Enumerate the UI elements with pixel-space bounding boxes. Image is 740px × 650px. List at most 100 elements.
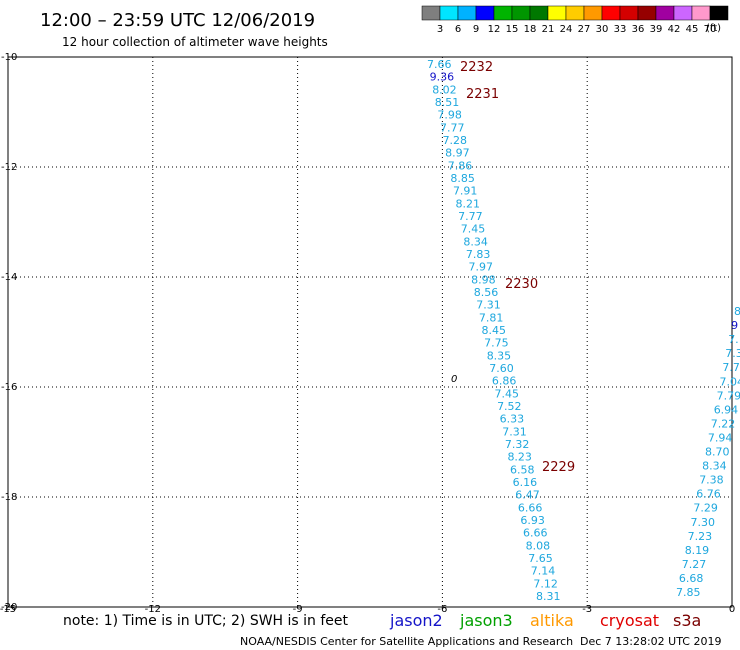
lat-tick-label: -16: [1, 382, 17, 393]
satellite-name: s3a: [673, 611, 701, 630]
lon-tick-label: -6: [437, 604, 447, 615]
wave-height-value: 7.29: [693, 502, 718, 515]
footer-note: note: 1) Time is in UTC; 2) SWH is in fe…: [63, 613, 349, 629]
wave-height-value: 8.70: [705, 446, 730, 459]
wave-height-value: 7.60: [489, 362, 514, 375]
lon-tick-label: -3: [582, 604, 592, 615]
wave-height-value: 7.83: [466, 248, 491, 261]
wave-height-value: 9.36: [430, 71, 455, 84]
wave-height-value: 7.3: [725, 347, 740, 360]
legend-swatch: [637, 5, 657, 21]
wave-height-value: 8.02: [432, 83, 457, 96]
wave-height-value: 7.52: [497, 400, 521, 413]
footer-timestamp: Dec 7 13:28:02 UTC 2019: [580, 635, 721, 648]
wave-height-value: 8.21: [456, 197, 481, 210]
legend-label: 15: [506, 24, 519, 35]
wave-height-value: 8.19: [685, 544, 710, 557]
legend-label: 18: [524, 24, 537, 35]
lat-tick-label: -10: [1, 52, 17, 63]
satellite-track-b: 897.7.37.77.047.796.947.227.948.708.347.…: [676, 305, 740, 599]
wave-height-value: 7.38: [699, 474, 724, 487]
wave-height-value: 7.7: [722, 361, 740, 374]
wave-height-value: 7.30: [691, 516, 716, 529]
wave-height-value: 7.81: [479, 311, 504, 324]
legend-label: 45: [686, 24, 699, 35]
wave-height-value: 7.75: [484, 337, 509, 350]
legend-label: 36: [632, 24, 645, 35]
wave-height-value: 6.66: [523, 527, 548, 540]
satellite-name: altika: [530, 611, 574, 630]
legend-swatch: [691, 5, 711, 21]
lat-tick-label: -14: [1, 272, 17, 283]
wave-height-value: 6.76: [696, 488, 721, 501]
satellite-track-a: 7.669.368.028.517.987.777.288.977.868.85…: [427, 58, 561, 603]
map-subtitle: 12 hour collection of altimeter wave hei…: [62, 35, 328, 49]
legend-label: 12: [488, 24, 501, 35]
satellite-name: jason2: [389, 611, 443, 630]
legend-swatch: [457, 5, 477, 21]
legend-swatch: [601, 5, 621, 21]
legend-label: 3: [437, 24, 443, 35]
legend-label: 6: [455, 24, 461, 35]
lon-tick-label: 0: [729, 604, 735, 615]
wave-height-value: 7.: [728, 333, 739, 346]
legend-label: 70: [704, 24, 717, 35]
legend-swatch: [421, 5, 441, 21]
wave-height-value: 8.34: [702, 460, 727, 473]
legend-swatch: [511, 5, 531, 21]
legend-swatch: [655, 5, 675, 21]
wave-height-value: 7.12: [533, 577, 558, 590]
legend-label: 24: [560, 24, 573, 35]
wave-height-value: 6.66: [518, 501, 543, 514]
legend-swatch: [529, 5, 549, 21]
plot-frame: [7, 56, 733, 608]
wave-height-value: 7.77: [458, 210, 483, 223]
wave-height-value: 7.45: [461, 223, 486, 236]
wave-height-value: 8.35: [487, 349, 512, 362]
wave-height-value: 8.45: [482, 324, 507, 337]
wave-height-value: 8.51: [435, 96, 460, 109]
wave-height-value: 6.94: [714, 403, 739, 416]
wave-height-value: 7.94: [708, 431, 733, 444]
legend-label: 39: [650, 24, 663, 35]
legend-swatch: [619, 5, 639, 21]
wave-height-value: 7.28: [443, 134, 468, 147]
wave-height-value: 8.56: [474, 286, 499, 299]
wave-height-value: 6.68: [679, 572, 704, 585]
lon-tick-label: -15: [0, 604, 16, 615]
legend-swatch: [709, 5, 729, 21]
wave-height-value: 8.34: [463, 235, 488, 248]
pass-time-label: 2232: [460, 60, 493, 75]
satellite-name: cryosat: [600, 611, 659, 630]
pass-time-label: 2229: [542, 460, 575, 475]
wave-height-value: 7.22: [711, 417, 736, 430]
wave-height-value: 8: [734, 305, 740, 318]
wave-height-value: 7.27: [682, 558, 707, 571]
lat-tick-label: -12: [1, 162, 17, 173]
wave-height-value: 8.85: [450, 172, 475, 185]
wave-height-value: 7.85: [676, 586, 701, 599]
wave-height-value: 7.45: [494, 387, 519, 400]
legend-swatch: [493, 5, 513, 21]
wave-height-value: 7.86: [448, 159, 473, 172]
legend-unit: (ft): [706, 23, 721, 34]
wave-height-value: 8.23: [507, 451, 532, 464]
legend-label: 33: [614, 24, 627, 35]
legend-swatch: [565, 5, 585, 21]
pass-time-label: 2231: [466, 87, 499, 102]
map-grid: [8, 57, 732, 607]
wave-height-value: 7.04: [720, 375, 740, 388]
legend-label: 27: [578, 24, 591, 35]
wave-height-value: 7.65: [528, 552, 553, 565]
legend-swatch: [475, 5, 495, 21]
wave-height-value: 8.31: [536, 590, 561, 603]
legend-swatch: [673, 5, 693, 21]
wave-height-value: 8.98: [471, 273, 496, 286]
legend-swatch: [547, 5, 567, 21]
wave-height-value: 7.77: [440, 121, 465, 134]
pass-time-labels: 2232 2231 2230 2229: [460, 60, 575, 475]
lat-tick-label: -20: [1, 602, 17, 613]
wave-height-value: 7.14: [531, 565, 556, 578]
wave-height-value: 7.23: [688, 530, 713, 543]
